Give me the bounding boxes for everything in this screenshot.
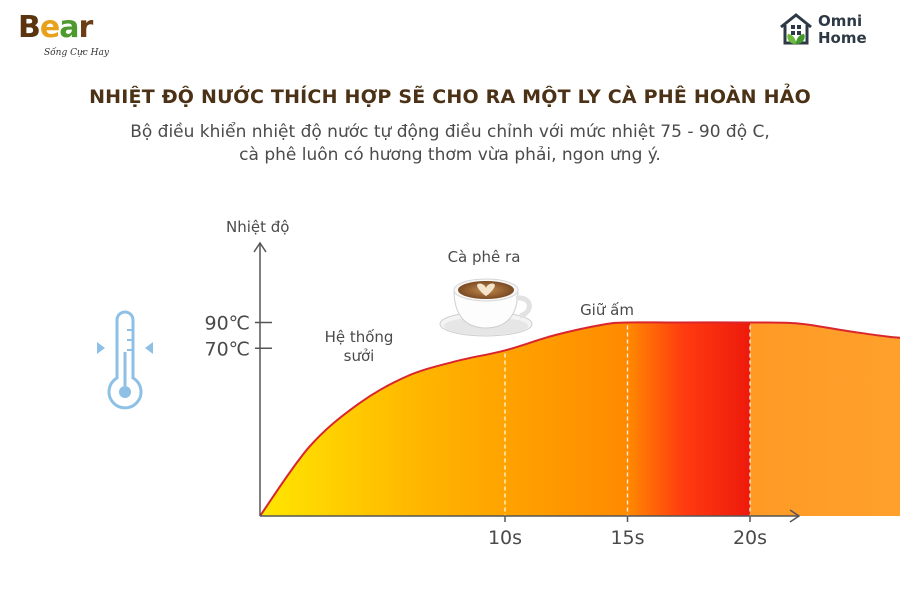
dashed-guides [504,325,751,516]
y-axis-label: Nhiệt độ [226,218,289,236]
y-ticks: 90℃70℃ [204,313,272,360]
x-tick-label: 10s [488,527,522,549]
coffee-cup-icon [439,278,533,337]
x-tick-label: 20s [733,527,767,549]
house-leaf-icon [780,13,812,45]
x-axis-arrow [789,509,801,523]
page-title: NHIỆT ĐỘ NƯỚC THÍCH HỢP SẼ CHO RA MỘT LY… [89,86,811,108]
zone-heating [260,322,628,516]
annotation-heating: Hệ thống sưởi [325,328,394,365]
omni-line1: Omni [818,12,863,30]
zone-keep-warm [750,322,900,516]
axes [253,241,801,523]
omnihome-logo: Omni Home [778,10,888,56]
annotation-coffee-out: Cà phê ra [448,248,521,266]
annotation-keep-warm: Giữ ấm [580,301,634,319]
y-tick-label: 70℃ [204,338,250,360]
omnihome-text: Omni Home [818,13,867,47]
omni-line2: Home [818,29,867,47]
thermometer-icon [97,310,153,410]
y-tick-label: 90℃ [204,313,250,335]
temperature-line [259,321,900,517]
bear-logo-text: Bear [18,10,93,45]
y-axis-arrow [253,241,267,253]
x-ticks: 10s 15s 20s [488,516,767,549]
subtitle-line2: cà phê luôn có hương thơm vừa phải, ngon… [239,145,661,165]
bear-logo: Bear Sống Cực Hay [14,8,124,68]
x-tick-label: 15s [610,527,644,549]
zone-brewing [627,322,750,516]
bear-tagline: Sống Cực Hay [44,48,109,58]
subtitle-line1: Bộ điều khiển nhiệt độ nước tự động điều… [130,122,770,142]
